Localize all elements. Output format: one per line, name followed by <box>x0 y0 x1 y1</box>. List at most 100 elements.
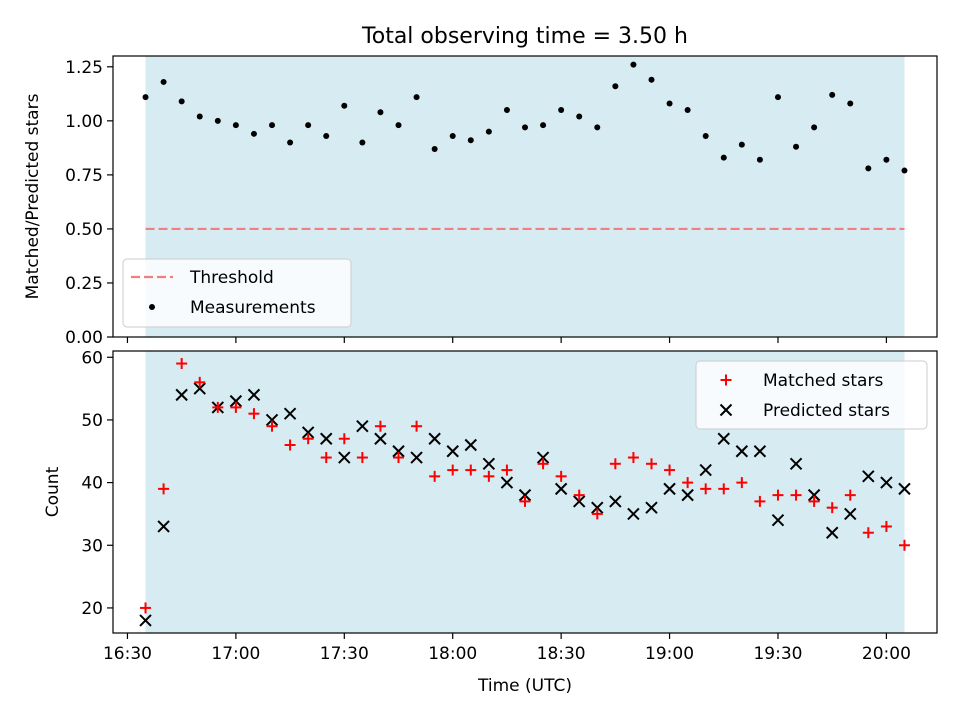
measurement-point <box>341 102 348 109</box>
predicted-star-point <box>627 507 640 521</box>
matched-star-point <box>880 520 892 532</box>
legend-measurement-swatch <box>149 304 155 310</box>
matched-star-point <box>573 489 585 501</box>
measurement-point <box>594 124 601 131</box>
measurement-point <box>287 139 294 146</box>
ratio-legend: Threshold Measurements <box>122 258 352 328</box>
predicted-star-point <box>175 388 188 402</box>
predicted-star-point <box>862 470 875 483</box>
predicted-star-point <box>139 614 152 627</box>
matched-star-point <box>230 401 242 413</box>
matched-star-point <box>537 458 549 470</box>
legend-predicted-swatch <box>719 403 733 417</box>
marker-stroke <box>157 520 170 533</box>
predicted-star-point <box>157 520 170 533</box>
matched-star-point <box>429 470 441 482</box>
matched-star-point <box>248 408 260 420</box>
predicted-star-point <box>229 394 243 408</box>
marker-stroke <box>518 488 532 502</box>
y-tick-label: 0.25 <box>65 274 103 294</box>
predicted-star-point <box>591 501 604 514</box>
measurement-point <box>250 130 257 137</box>
predicted-star-point <box>844 507 857 521</box>
measurement-point <box>738 141 745 148</box>
matched-star-point <box>374 420 386 432</box>
measurement-point <box>576 113 583 120</box>
marker-stroke <box>573 495 586 508</box>
legend-plus-marker <box>720 374 732 386</box>
marker-stroke <box>719 403 733 417</box>
measurement-point <box>214 117 221 124</box>
matched-star-point <box>627 452 639 464</box>
matched-star-point <box>320 452 332 464</box>
predicted-star-point <box>392 445 405 458</box>
marker-stroke <box>428 432 441 445</box>
y-tick-label: 0.75 <box>65 166 103 186</box>
legend-predicted-label: Predicted stars <box>763 401 890 421</box>
count-legend: Matched stars Predicted stars <box>695 360 928 430</box>
matched-star-point <box>411 420 423 432</box>
x-tick-label: 16:30 <box>103 644 152 664</box>
predicted-star-point <box>663 482 676 496</box>
measurement-point <box>847 100 854 107</box>
matched-star-point <box>338 433 350 445</box>
predicted-star-point <box>573 495 586 508</box>
measurement-point <box>323 132 330 139</box>
predicted-star-point <box>320 432 333 445</box>
measurement-point <box>702 132 709 139</box>
matched-star-point <box>609 458 621 470</box>
legend-box <box>695 360 928 430</box>
predicted-star-point <box>265 413 279 427</box>
predicted-star-point <box>410 451 423 464</box>
marker-stroke <box>283 407 297 420</box>
measurement-point <box>160 78 167 85</box>
matched-star-point <box>302 433 314 445</box>
predicted-star-point <box>428 432 441 445</box>
measurement-point <box>630 61 637 68</box>
measurement-point <box>232 122 239 129</box>
predicted-star-point <box>193 382 206 395</box>
matched-star-point <box>447 464 459 476</box>
marker-stroke <box>825 526 839 539</box>
measurement-point <box>666 100 673 107</box>
legend-cross-marker <box>719 403 733 417</box>
predicted-star-point <box>464 438 477 452</box>
matched-star-point <box>700 483 712 495</box>
matched-star-point <box>212 401 224 413</box>
marker-stroke <box>609 495 622 508</box>
matched-star-point <box>862 527 874 539</box>
measurement-point <box>431 145 438 152</box>
matched-star-point <box>356 452 368 464</box>
matched-star-point <box>898 539 910 551</box>
predicted-star-point <box>753 445 767 458</box>
matched-star-point <box>808 495 820 507</box>
marker-stroke <box>735 445 749 458</box>
x-axis-label: Time (UTC) <box>477 676 572 696</box>
marker-stroke <box>753 445 767 458</box>
marker-stroke <box>862 470 875 483</box>
marker-stroke <box>410 451 423 464</box>
y-tick-label: 1.00 <box>65 112 103 132</box>
matched-star-point <box>790 489 802 501</box>
y-tick-label: 40 <box>81 474 103 494</box>
predicted-star-point <box>735 445 749 458</box>
predicted-star-point <box>717 432 730 445</box>
matched-star-point <box>483 470 495 482</box>
matched-star-point <box>555 470 567 482</box>
marker-stroke <box>229 394 243 408</box>
marker-stroke <box>464 438 477 452</box>
measurement-point <box>901 167 908 174</box>
legend-matched-swatch <box>720 374 732 386</box>
matched-star-point <box>736 477 748 489</box>
marker-stroke <box>699 463 712 477</box>
measurement-point <box>883 156 890 163</box>
marker-stroke <box>844 507 857 521</box>
marker-stroke <box>175 388 188 402</box>
y-tick-label: 0.50 <box>65 220 103 240</box>
matched-star-point <box>501 464 513 476</box>
measurement-point <box>395 122 402 129</box>
marker-stroke <box>139 614 152 627</box>
count-plot-frame <box>112 350 938 634</box>
legend-measurements-label: Measurements <box>190 298 316 318</box>
x-tick-label: 18:30 <box>537 644 586 664</box>
